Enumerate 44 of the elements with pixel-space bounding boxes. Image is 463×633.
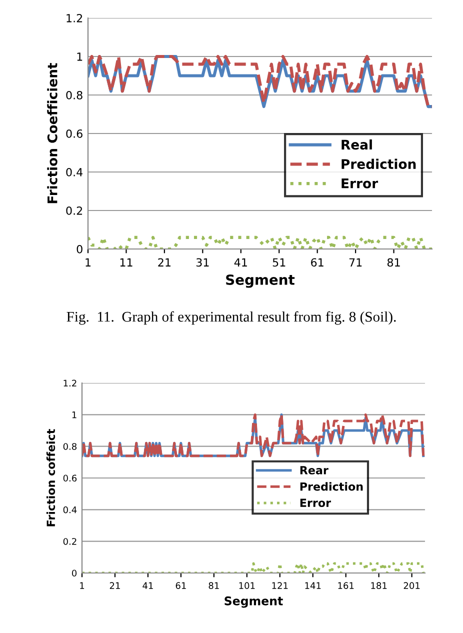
legend-label: Error [342,178,378,188]
legend-label: Prediction [300,482,363,491]
x-tick-label: 21 [158,258,170,266]
x-tick-label: 11 [120,258,132,266]
y-axis-title: Friction Coefficient [47,63,58,204]
y-tick-label: 0.8 [66,90,82,100]
x-axis-title: Segment [224,596,283,608]
y-tick-label: 1.2 [64,380,76,386]
y-tick-label: 0 [76,244,82,254]
y-tick-label: 0 [72,570,77,577]
y-tick-label: 1 [72,412,76,418]
x-tick-label: 81 [208,582,219,590]
x-tick-label: 31 [196,258,209,267]
x-tick-label: 81 [387,258,400,267]
caption: Fig. 11. Graph of experimental result from fig. 8 (Soil). [66,311,396,325]
x-tick-label: 101 [239,582,255,590]
x-tick-label: 51 [272,258,286,267]
x-tick-label: 71 [349,258,362,266]
y-tick-label: 0.6 [66,129,82,138]
y-tick-label: 0.4 [63,506,77,514]
y-tick-label: 0.8 [63,443,77,450]
x-tick-label: 161 [338,582,354,590]
x-tick-label: 201 [404,582,420,590]
y-tick-label: 1 [77,52,82,61]
y-tick-label: 0.4 [66,168,83,176]
y-tick-label: 0.6 [63,474,77,482]
x-tick-label: 181 [371,582,387,590]
legend-label: Error [300,498,332,508]
x-tick-label: 61 [176,582,186,590]
x-tick-label: 141 [305,582,321,589]
y-tick-label: 0.2 [66,206,82,215]
y-tick-label: 1.2 [66,14,82,22]
x-tick-label: 41 [234,258,247,266]
legend-label: Rear [300,466,328,474]
x-tick-label: 61 [311,258,324,267]
x-tick-label: 21 [110,582,120,589]
legend-label: Real [342,139,372,150]
x-tick-label: 41 [142,582,153,589]
legend-label: Prediction [342,158,416,169]
y-tick-label: 0.2 [63,538,76,545]
y-axis-title: Friction coffeict [46,429,56,526]
x-axis-title: Segment [226,274,295,288]
x-tick-label: 1 [86,258,91,266]
x-tick-label: 121 [272,582,288,589]
